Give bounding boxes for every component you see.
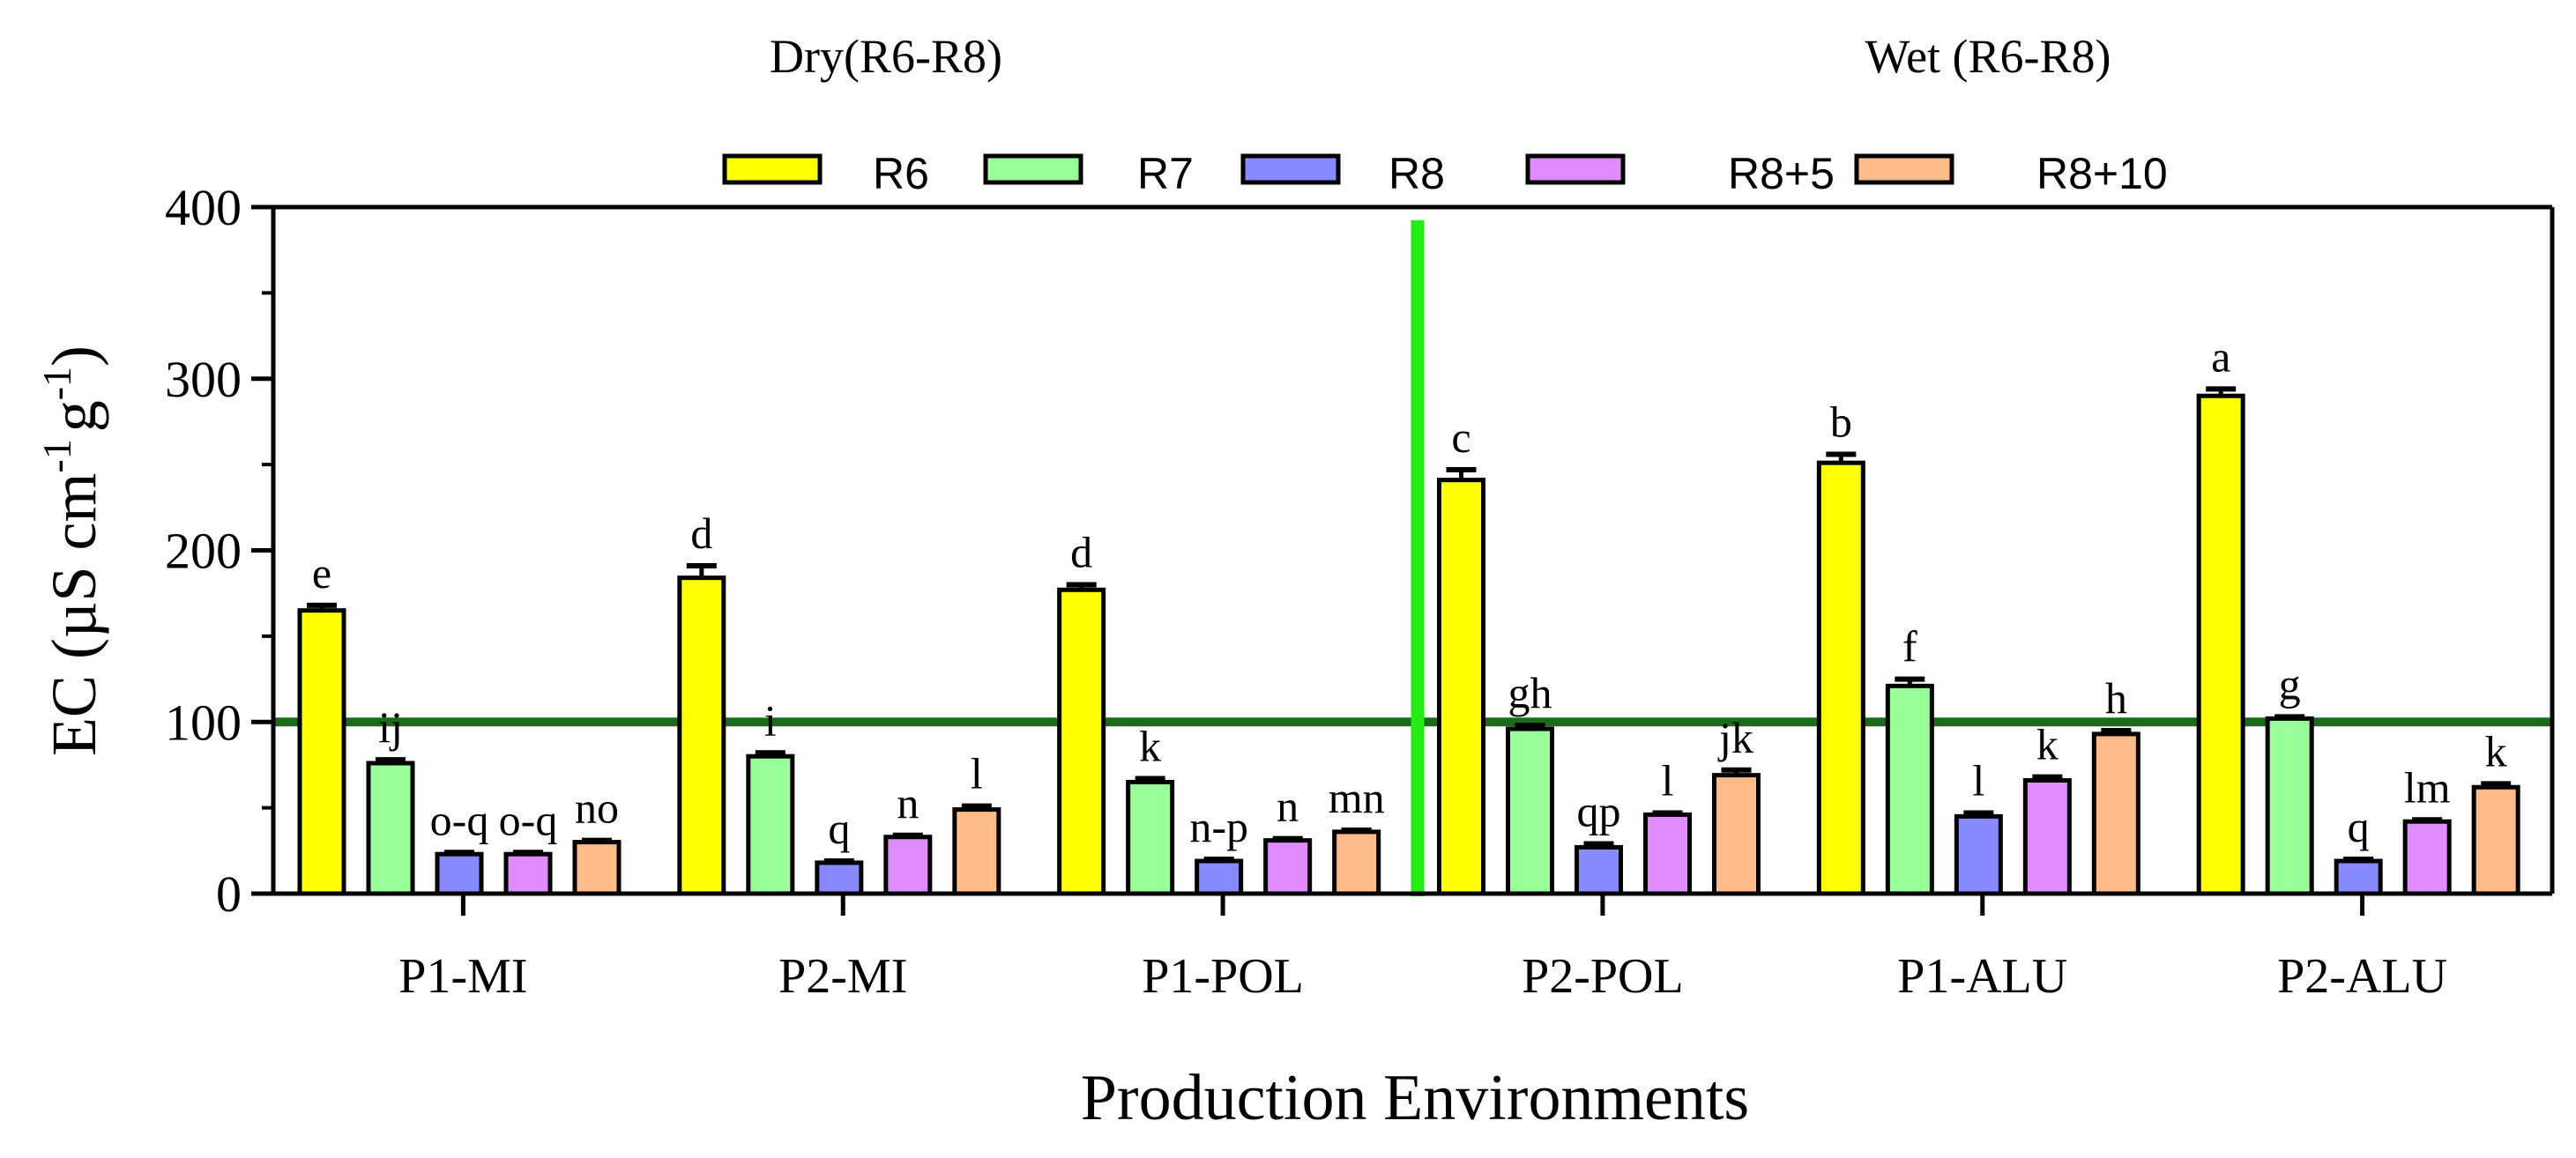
y-tick-label: 400 bbox=[165, 179, 242, 236]
significance-letter: a bbox=[2211, 331, 2230, 381]
group-title-1: Dry(R6-R8) bbox=[770, 30, 1002, 83]
significance-letter: b bbox=[1830, 397, 1852, 446]
y-tick-label: 300 bbox=[165, 351, 242, 408]
significance-letter: e bbox=[312, 548, 331, 598]
significance-letter: k bbox=[2036, 720, 2059, 769]
bar-r8+5-p2-pol bbox=[1643, 812, 1692, 896]
bar-r8-p2-alu bbox=[2334, 858, 2383, 896]
bar-r7-p2-mi bbox=[746, 753, 795, 896]
bar-r7-p2-pol bbox=[1506, 726, 1554, 896]
significance-letter: qp bbox=[1577, 787, 1621, 836]
bar-r6-p1-alu bbox=[1816, 460, 1865, 896]
significance-letter: f bbox=[1902, 622, 1917, 672]
bar-r8-p2-pol bbox=[1575, 844, 1623, 896]
bar-r8-p1-alu bbox=[1954, 813, 2003, 896]
bar-r7-p1-pol bbox=[1126, 779, 1175, 896]
legend-swatch-r8 bbox=[1240, 153, 1341, 185]
legend-swatch-r7 bbox=[983, 153, 1083, 185]
x-tick-label-p1-pol: P1-POL bbox=[1142, 949, 1304, 1004]
significance-letter: k bbox=[2485, 726, 2507, 776]
legend-label-r8+10: R8+10 bbox=[2036, 149, 2168, 198]
bar-r8+5-p2-mi bbox=[883, 835, 933, 896]
bar-r8+10-p2-alu bbox=[2471, 784, 2520, 896]
bar-r7-p2-alu bbox=[2265, 716, 2314, 896]
bar-r8-p2-mi bbox=[815, 860, 864, 896]
significance-letter: o-q bbox=[499, 795, 558, 844]
bar-r8-p1-mi bbox=[435, 851, 484, 896]
y-tick-label: 200 bbox=[165, 523, 242, 580]
legend-swatch-r8+5 bbox=[1525, 153, 1626, 185]
significance-letter: mn bbox=[1329, 773, 1385, 822]
significance-letter: d bbox=[690, 508, 712, 558]
significance-letter: n bbox=[1277, 782, 1299, 831]
bar-r6-p1-pol bbox=[1057, 587, 1106, 896]
legend-swatch-r6 bbox=[722, 153, 823, 185]
legend-label-r6: R6 bbox=[873, 149, 929, 198]
bar-r8-p1-pol bbox=[1195, 858, 1244, 896]
legend-label-r8+5: R8+5 bbox=[1728, 149, 1835, 198]
significance-letter: gh bbox=[1508, 668, 1552, 717]
bar-r7-p1-mi bbox=[366, 761, 415, 896]
significance-letter: q bbox=[828, 804, 850, 853]
significance-letter: n bbox=[897, 778, 919, 828]
y-tick-label: 100 bbox=[165, 694, 242, 751]
significance-letter: l bbox=[1972, 755, 1984, 805]
significance-letter: lm bbox=[2404, 762, 2451, 812]
y-tick-label: 0 bbox=[216, 865, 242, 923]
significance-letter: o-q bbox=[430, 795, 489, 844]
bar-r8+5-p2-alu bbox=[2402, 819, 2452, 896]
significance-letter: i bbox=[764, 695, 777, 745]
significance-letter: l bbox=[971, 749, 983, 798]
bar-r8+10-p2-mi bbox=[952, 807, 1001, 896]
significance-letter: d bbox=[1070, 527, 1092, 576]
bar-r8+5-p1-alu bbox=[2022, 777, 2072, 896]
bar-r8+5-p1-pol bbox=[1263, 838, 1313, 896]
significance-letter: q bbox=[2348, 802, 2370, 851]
significance-letter: l bbox=[1662, 755, 1674, 805]
x-axis-title: Production Environments bbox=[1081, 1062, 1749, 1134]
bar-r8+10-p2-pol bbox=[1712, 773, 1761, 896]
significance-letter: g bbox=[2279, 659, 2301, 709]
legend-label-r8: R8 bbox=[1389, 149, 1445, 198]
x-tick-label-p2-alu: P2-ALU bbox=[2277, 949, 2447, 1004]
significance-letter: c bbox=[1451, 412, 1470, 462]
bar-r8+10-p1-pol bbox=[1332, 829, 1381, 896]
x-tick-label-p2-mi: P2-MI bbox=[778, 949, 907, 1004]
legend-label-r7: R7 bbox=[1137, 149, 1194, 198]
bar-r8+5-p1-mi bbox=[503, 851, 553, 896]
bar-r8+10-p1-mi bbox=[572, 840, 622, 896]
significance-letter: ij bbox=[378, 702, 403, 752]
significance-letter: h bbox=[2105, 673, 2127, 723]
bar-r7-p1-alu bbox=[1885, 683, 1934, 896]
bar-r6-p2-pol bbox=[1437, 478, 1485, 896]
x-tick-label-p1-mi: P1-MI bbox=[398, 949, 527, 1004]
x-tick-label-p1-alu: P1-ALU bbox=[1897, 949, 2067, 1004]
significance-letter: n-p bbox=[1189, 802, 1248, 851]
y-axis-title: EC (µS cm-1g-1) bbox=[34, 345, 109, 756]
bar-r6-p2-mi bbox=[677, 575, 726, 896]
significance-letter: jk bbox=[1717, 713, 1753, 762]
bar-r8+10-p1-alu bbox=[2091, 731, 2140, 896]
bar-r6-p2-alu bbox=[2196, 393, 2245, 896]
significance-letter: no bbox=[575, 783, 619, 833]
x-tick-label-p2-pol: P2-POL bbox=[1522, 949, 1684, 1004]
legend-swatch-r8+10 bbox=[1854, 153, 1954, 185]
significance-letter: k bbox=[1139, 722, 1161, 771]
bar-r6-p1-mi bbox=[297, 608, 346, 896]
group-title-2: Wet (R6-R8) bbox=[1865, 30, 2111, 83]
